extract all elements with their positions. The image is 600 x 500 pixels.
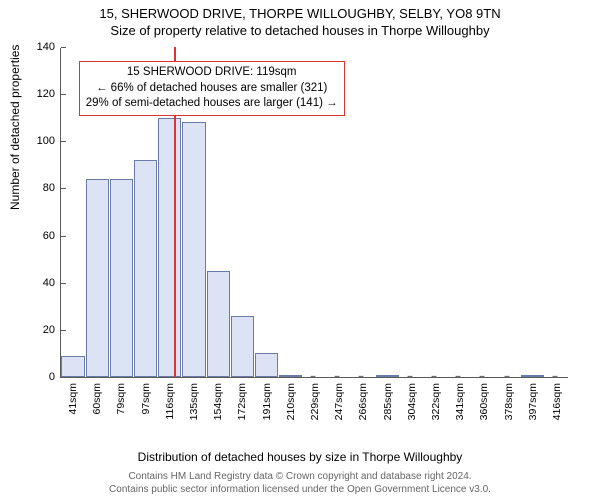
y-tick: 0 [31, 371, 61, 383]
annotation-line: 15 SHERWOOD DRIVE: 119sqm [86, 65, 338, 81]
x-tick: 79sqm [115, 377, 127, 415]
y-tick: 40 [31, 277, 61, 289]
license-line-1: Contains HM Land Registry data © Crown c… [128, 471, 471, 482]
bar [134, 160, 157, 377]
x-tick: 341sqm [454, 377, 466, 420]
annotation-box: 15 SHERWOOD DRIVE: 119sqm← 66% of detach… [79, 61, 345, 116]
y-axis-label: Number of detached properties [8, 45, 22, 210]
y-tick: 60 [31, 230, 61, 242]
bar [207, 271, 230, 377]
subtitle: Size of property relative to detached ho… [0, 23, 600, 40]
plot-area: 02040608010012014041sqm60sqm79sqm97sqm11… [60, 48, 568, 378]
x-tick: 60sqm [91, 377, 103, 415]
x-tick: 322sqm [430, 377, 442, 420]
annotation-line: 29% of semi-detached houses are larger (… [86, 96, 338, 112]
x-tick: 397sqm [527, 377, 539, 420]
annotation-line: ← 66% of detached houses are smaller (32… [86, 81, 338, 97]
bar [231, 316, 254, 377]
x-tick: 360sqm [478, 377, 490, 420]
bar [158, 118, 181, 377]
y-tick: 20 [31, 324, 61, 336]
bar [61, 356, 84, 377]
x-tick: 210sqm [285, 377, 297, 420]
bar [521, 375, 544, 377]
x-tick: 154sqm [212, 377, 224, 420]
bar [376, 375, 399, 377]
x-tick: 172sqm [236, 377, 248, 420]
bar [279, 375, 302, 377]
license-text: Contains HM Land Registry data © Crown c… [0, 471, 600, 496]
y-tick: 80 [31, 182, 61, 194]
x-tick: 41sqm [67, 377, 79, 415]
bar [110, 179, 133, 377]
x-tick: 229sqm [309, 377, 321, 420]
x-tick: 135sqm [188, 377, 200, 420]
y-tick: 120 [31, 88, 61, 100]
page-title: 15, SHERWOOD DRIVE, THORPE WILLOUGHBY, S… [0, 0, 600, 23]
bar [182, 122, 205, 377]
x-tick: 378sqm [503, 377, 515, 420]
x-tick: 116sqm [164, 377, 176, 420]
x-tick: 285sqm [382, 377, 394, 420]
y-tick: 140 [31, 41, 61, 53]
x-tick: 97sqm [140, 377, 152, 415]
x-tick: 247sqm [333, 377, 345, 420]
x-tick: 266sqm [357, 377, 369, 420]
x-tick: 191sqm [261, 377, 273, 420]
chart-container: 15, SHERWOOD DRIVE, THORPE WILLOUGHBY, S… [0, 0, 600, 500]
bar [255, 353, 278, 377]
bar [86, 179, 109, 377]
y-tick: 100 [31, 135, 61, 147]
x-tick: 304sqm [406, 377, 418, 420]
x-axis-label: Distribution of detached houses by size … [0, 450, 600, 464]
license-line-2: Contains public sector information licen… [109, 484, 491, 495]
x-tick: 416sqm [551, 377, 563, 420]
